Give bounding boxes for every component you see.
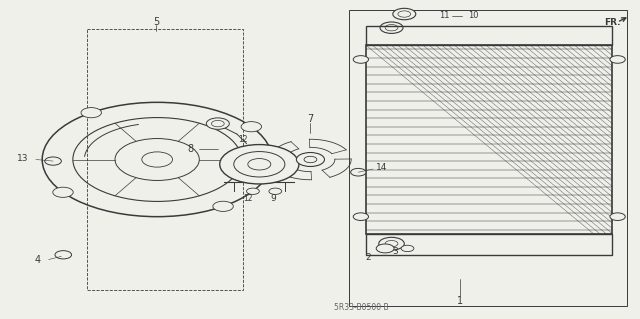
Circle shape	[246, 188, 259, 195]
Circle shape	[353, 56, 369, 63]
Bar	[87, 29, 243, 290]
Text: 5R33-B0500 B: 5R33-B0500 B	[334, 303, 389, 312]
Bar	[366, 45, 612, 234]
Text: 3: 3	[392, 247, 398, 256]
Bar	[366, 26, 612, 45]
Bar	[349, 10, 627, 306]
Circle shape	[269, 188, 282, 195]
Circle shape	[52, 187, 73, 197]
Text: 7: 7	[307, 114, 314, 124]
Text: 9: 9	[271, 194, 276, 203]
Text: 2: 2	[365, 254, 371, 263]
Text: 11: 11	[439, 11, 450, 20]
Text: 13: 13	[17, 154, 29, 163]
Circle shape	[393, 8, 416, 20]
Text: 8: 8	[188, 144, 193, 154]
Circle shape	[248, 159, 271, 170]
Circle shape	[353, 213, 369, 220]
Circle shape	[45, 157, 61, 165]
Text: 5: 5	[153, 17, 159, 27]
Circle shape	[81, 108, 101, 118]
Circle shape	[610, 213, 625, 220]
Circle shape	[376, 244, 394, 253]
Bar	[366, 234, 612, 255]
Text: 12: 12	[243, 194, 253, 203]
Text: 14: 14	[376, 163, 388, 172]
Text: 1: 1	[458, 296, 463, 306]
Circle shape	[142, 152, 173, 167]
Text: 4: 4	[35, 255, 41, 264]
Circle shape	[213, 201, 234, 211]
Circle shape	[206, 118, 229, 129]
Circle shape	[241, 122, 262, 132]
Circle shape	[296, 152, 324, 167]
Text: FR.: FR.	[604, 18, 621, 27]
Circle shape	[351, 168, 366, 176]
Circle shape	[401, 245, 414, 252]
Text: 12: 12	[239, 135, 248, 144]
Text: 10: 10	[468, 11, 479, 20]
Circle shape	[55, 251, 72, 259]
Circle shape	[610, 56, 625, 63]
Circle shape	[220, 145, 299, 184]
